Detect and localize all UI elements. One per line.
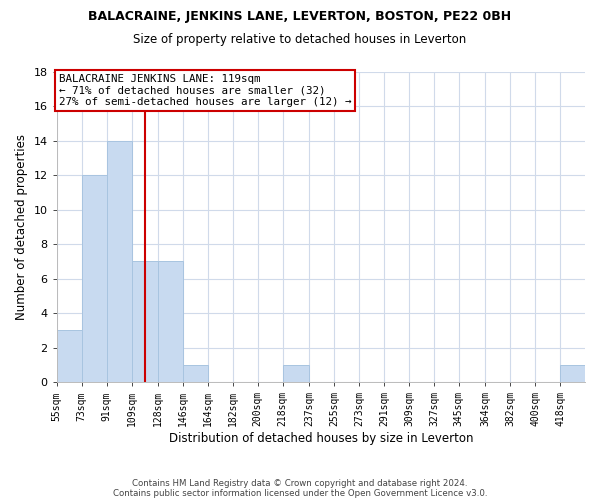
Bar: [131, 262, 158, 382]
Bar: [283, 365, 309, 382]
Bar: [57, 330, 82, 382]
Text: Contains public sector information licensed under the Open Government Licence v3: Contains public sector information licen…: [113, 488, 487, 498]
Bar: [158, 262, 183, 382]
Y-axis label: Number of detached properties: Number of detached properties: [15, 134, 28, 320]
Text: Size of property relative to detached houses in Leverton: Size of property relative to detached ho…: [133, 32, 467, 46]
Bar: [82, 175, 107, 382]
Bar: [183, 365, 208, 382]
Text: Contains HM Land Registry data © Crown copyright and database right 2024.: Contains HM Land Registry data © Crown c…: [132, 478, 468, 488]
Bar: [560, 365, 585, 382]
Bar: [107, 140, 131, 382]
X-axis label: Distribution of detached houses by size in Leverton: Distribution of detached houses by size …: [169, 432, 473, 445]
Text: BALACRAINE JENKINS LANE: 119sqm
← 71% of detached houses are smaller (32)
27% of: BALACRAINE JENKINS LANE: 119sqm ← 71% of…: [59, 74, 351, 108]
Text: BALACRAINE, JENKINS LANE, LEVERTON, BOSTON, PE22 0BH: BALACRAINE, JENKINS LANE, LEVERTON, BOST…: [88, 10, 512, 23]
